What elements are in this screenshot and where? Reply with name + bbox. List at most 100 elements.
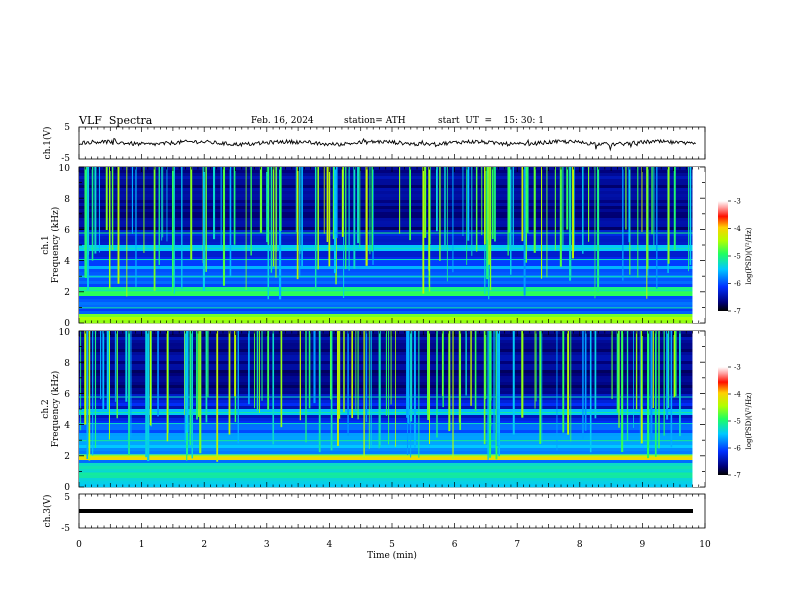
spectrogram-sferic — [670, 331, 673, 448]
spectrogram-row — [79, 385, 693, 389]
spectrogram-sferic — [111, 167, 114, 251]
spectrogram-sferic — [452, 331, 454, 459]
spectrogram-sferic — [135, 167, 137, 287]
xtick-label: 3 — [264, 540, 270, 550]
spectrogram-sferic — [254, 331, 255, 409]
spectrogram-sferic — [654, 331, 657, 457]
spectrogram-sferic — [162, 167, 164, 238]
spectrogram-sferic — [190, 167, 193, 260]
ch1-spectrogram-image — [79, 167, 705, 324]
spectrogram-sferic — [656, 167, 658, 289]
ch2-colorbar-ticks: -3 -4 -5 -6 -7 — [728, 364, 741, 480]
spectrogram-sferic — [145, 331, 148, 458]
spectrogram-sferic — [88, 331, 91, 461]
spectrogram-row — [79, 340, 693, 344]
start-time-label: start UT = 15: 30: 1 — [438, 116, 544, 126]
spectrogram-line — [79, 471, 693, 473]
spectrogram-sferic — [584, 331, 587, 431]
ch1-ylabel-frequency: Frequency (kHz) — [50, 207, 61, 284]
spectrogram-sferic — [448, 331, 451, 432]
ch1-ylabel: ch.1(V) — [42, 127, 53, 160]
spectrogram-sferic — [308, 331, 311, 409]
spectrogram-sferic — [207, 331, 209, 398]
spectrogram-sferic — [572, 167, 574, 259]
spectrogram-sferic — [429, 331, 431, 444]
spectrogram-sferic — [80, 331, 82, 431]
spectrogram-sferic — [689, 167, 692, 265]
spectrogram-row — [79, 436, 693, 440]
spectrogram-sferic — [256, 331, 259, 412]
spectrogram-sferic — [299, 331, 301, 421]
spectrogram-sferic — [559, 167, 562, 267]
spectrogram-sferic — [409, 167, 411, 241]
spectrogram-sferic — [202, 167, 205, 291]
spectrogram-row — [79, 427, 693, 431]
spectrogram-row — [79, 355, 693, 359]
spectrogram-sferic — [484, 167, 486, 245]
ch2-ylabel-name: ch.2 — [41, 399, 51, 418]
spectrogram-sferic — [248, 331, 250, 405]
spectrogram-sferic — [679, 331, 681, 437]
spectrogram-sferic — [594, 331, 597, 419]
spectrogram-row — [79, 281, 693, 285]
spectrogram-sferic — [673, 167, 676, 251]
spectrogram-sferic — [365, 167, 368, 266]
spectrogram-row — [79, 248, 693, 252]
spectrogram-row — [79, 170, 693, 174]
spectrogram-sferic — [471, 167, 473, 256]
spectrogram-sferic — [343, 331, 345, 412]
spectrogram-sferic — [181, 167, 183, 289]
spectrogram-sferic — [385, 331, 387, 416]
spectrogram-row — [79, 394, 693, 398]
spectrogram-sferic — [582, 331, 584, 439]
spectrogram-sferic — [191, 331, 194, 459]
spectrogram-sferic — [436, 167, 438, 232]
spectrogram-row — [79, 373, 693, 377]
spectrogram-sferic — [272, 331, 275, 445]
spectrogram-row — [79, 254, 693, 258]
spectrogram-row — [79, 314, 693, 318]
spectrogram-row — [79, 451, 693, 455]
spectrogram-sferic — [554, 167, 556, 251]
spectrogram-sferic — [130, 331, 132, 438]
spectrogram-row — [79, 257, 693, 261]
spectrogram-row — [79, 475, 693, 479]
date-label: Feb. 16, 2024 — [251, 116, 314, 126]
spectrogram-line — [79, 232, 693, 234]
spectrogram-sferic — [439, 167, 441, 261]
spectrogram-row — [79, 215, 693, 219]
spectrogram-row — [79, 382, 693, 386]
spectrogram-sferic — [199, 331, 202, 454]
spectrogram-row — [79, 200, 693, 204]
spectrogram-sferic — [351, 331, 353, 418]
spectrogram-row — [79, 206, 693, 210]
spectrogram-row — [79, 400, 693, 404]
spectrogram-sferic — [280, 331, 283, 428]
spectrogram-sferic — [589, 331, 592, 453]
ch2-ytick-4: 4 — [64, 421, 70, 431]
spectrogram-sferic — [588, 167, 590, 242]
spectrogram-sferic — [493, 331, 495, 441]
colorbar-tick-label: -3 — [734, 364, 741, 372]
spectrogram-sferic — [333, 167, 336, 274]
spectrogram-sferic — [337, 331, 339, 446]
spectrogram-sferic — [674, 331, 677, 397]
spectrogram-sferic — [494, 167, 496, 242]
spectrogram-sferic — [301, 167, 303, 266]
spectrogram-sferic — [651, 167, 653, 235]
spectrogram-sferic — [330, 331, 333, 451]
spectrogram-sferic — [313, 331, 316, 404]
spectrogram-sferic — [353, 167, 356, 269]
spectrogram-line — [79, 412, 693, 414]
spectrogram-sferic — [621, 331, 624, 452]
spectrogram-sferic — [173, 167, 175, 294]
spectrogram-row — [79, 430, 693, 434]
spectrogram-sferic — [496, 331, 499, 447]
ch2-ylabel-frequency: Frequency (kHz) — [50, 371, 61, 448]
spectrogram-sferic — [329, 331, 332, 400]
spectrogram-sferic — [488, 167, 490, 265]
spectrogram-row — [79, 260, 693, 264]
spectrogram-sferic — [186, 331, 189, 433]
spectrogram-sferic — [407, 331, 410, 424]
spectrogram-sferic — [94, 167, 97, 254]
